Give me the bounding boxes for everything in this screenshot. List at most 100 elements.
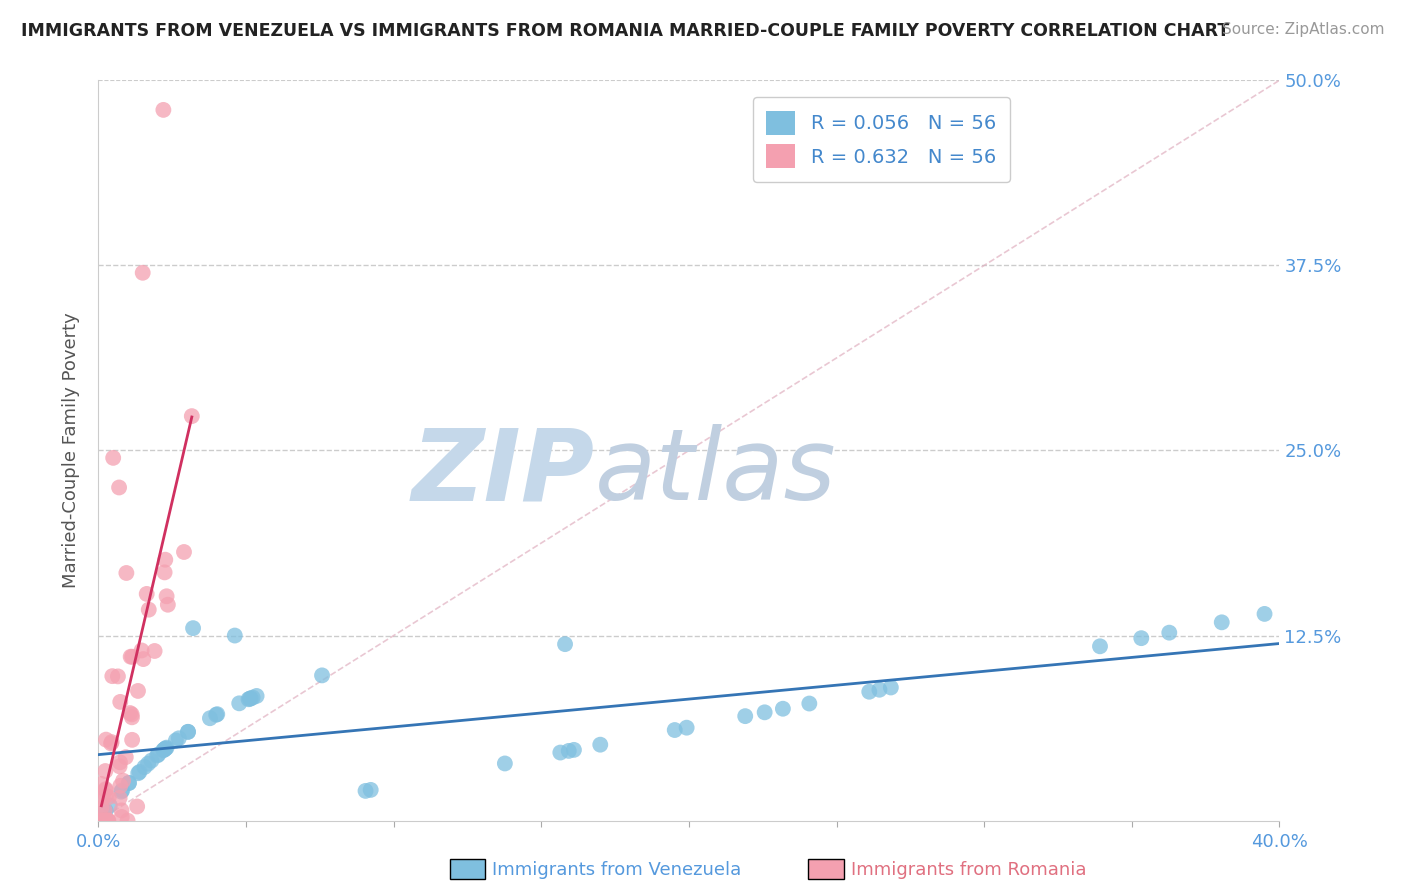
Point bbox=[148, 747, 170, 762]
Point bbox=[134, 760, 156, 774]
Point bbox=[153, 566, 176, 580]
Point bbox=[100, 736, 122, 750]
Point bbox=[360, 783, 382, 797]
Point bbox=[128, 764, 150, 779]
Point bbox=[868, 682, 890, 697]
Point bbox=[103, 450, 125, 465]
Point bbox=[94, 783, 117, 797]
Point bbox=[121, 649, 143, 664]
Point bbox=[94, 814, 117, 828]
Point bbox=[589, 738, 612, 752]
Point bbox=[94, 814, 117, 828]
Point bbox=[90, 777, 112, 791]
Point bbox=[117, 814, 139, 828]
Point bbox=[141, 754, 163, 768]
Point bbox=[177, 724, 200, 739]
Point bbox=[664, 723, 686, 737]
Point bbox=[127, 684, 149, 698]
Point bbox=[121, 707, 143, 722]
Point bbox=[94, 782, 117, 797]
Point bbox=[97, 814, 120, 828]
Point bbox=[1130, 631, 1153, 645]
Point bbox=[121, 710, 143, 724]
Point bbox=[311, 668, 333, 682]
Point bbox=[181, 621, 204, 635]
Point bbox=[97, 790, 120, 805]
Text: Source: ZipAtlas.com: Source: ZipAtlas.com bbox=[1222, 22, 1385, 37]
Point bbox=[90, 814, 112, 828]
Point bbox=[146, 748, 169, 763]
Point bbox=[550, 746, 572, 760]
Point bbox=[110, 695, 132, 709]
Point bbox=[136, 756, 159, 771]
Point bbox=[562, 743, 585, 757]
Point bbox=[91, 791, 114, 805]
Point bbox=[799, 697, 821, 711]
Point bbox=[107, 669, 129, 683]
Point bbox=[94, 732, 117, 747]
Point bbox=[97, 814, 120, 828]
Point bbox=[554, 637, 576, 651]
Point bbox=[155, 740, 177, 755]
Point bbox=[152, 103, 174, 117]
Point bbox=[180, 409, 202, 424]
Point bbox=[143, 644, 166, 658]
Point bbox=[115, 566, 138, 580]
Point bbox=[228, 696, 250, 710]
Point bbox=[246, 689, 269, 703]
Point bbox=[153, 742, 176, 756]
Point bbox=[100, 735, 122, 749]
Point bbox=[118, 706, 141, 720]
Point bbox=[734, 709, 756, 723]
Point bbox=[132, 266, 155, 280]
Point bbox=[198, 711, 221, 725]
Point bbox=[675, 721, 697, 735]
Point bbox=[153, 743, 176, 757]
Point bbox=[98, 798, 121, 813]
Point bbox=[120, 649, 142, 664]
Point bbox=[132, 652, 155, 666]
Point bbox=[242, 690, 264, 705]
Text: atlas: atlas bbox=[595, 425, 837, 521]
Text: ZIP: ZIP bbox=[412, 425, 595, 521]
Point bbox=[94, 804, 117, 818]
Point bbox=[173, 545, 195, 559]
Point bbox=[152, 743, 174, 757]
Point bbox=[138, 602, 160, 616]
Point bbox=[127, 799, 149, 814]
Point bbox=[111, 783, 134, 797]
Point bbox=[101, 669, 124, 683]
Point bbox=[135, 587, 157, 601]
Point bbox=[880, 681, 903, 695]
Point bbox=[177, 724, 200, 739]
Point bbox=[94, 789, 117, 803]
Point bbox=[118, 776, 141, 790]
Point bbox=[90, 814, 112, 828]
Text: Immigrants from Romania: Immigrants from Romania bbox=[851, 861, 1085, 879]
Point bbox=[239, 691, 262, 706]
Point bbox=[205, 707, 228, 722]
Text: IMMIGRANTS FROM VENEZUELA VS IMMIGRANTS FROM ROMANIA MARRIED-COUPLE FAMILY POVER: IMMIGRANTS FROM VENEZUELA VS IMMIGRANTS … bbox=[21, 22, 1229, 40]
Point bbox=[239, 691, 262, 706]
Point bbox=[1253, 607, 1275, 621]
Legend: R = 0.056   N = 56, R = 0.632   N = 56: R = 0.056 N = 56, R = 0.632 N = 56 bbox=[752, 97, 1010, 182]
Point bbox=[165, 733, 187, 747]
Point bbox=[110, 784, 132, 798]
Point bbox=[354, 784, 377, 798]
Point bbox=[114, 750, 136, 764]
Point bbox=[110, 779, 132, 793]
Point bbox=[238, 692, 260, 706]
Point bbox=[1159, 625, 1181, 640]
Point bbox=[97, 814, 120, 828]
Point bbox=[494, 756, 516, 771]
Point bbox=[1211, 615, 1233, 630]
Point bbox=[558, 744, 581, 758]
Point bbox=[121, 732, 143, 747]
Point bbox=[224, 628, 246, 642]
Y-axis label: Married-Couple Family Poverty: Married-Couple Family Poverty bbox=[62, 312, 80, 589]
Point bbox=[1088, 640, 1111, 654]
Point bbox=[207, 707, 229, 722]
Point bbox=[93, 803, 115, 817]
Point bbox=[131, 643, 153, 657]
Point bbox=[156, 589, 179, 603]
